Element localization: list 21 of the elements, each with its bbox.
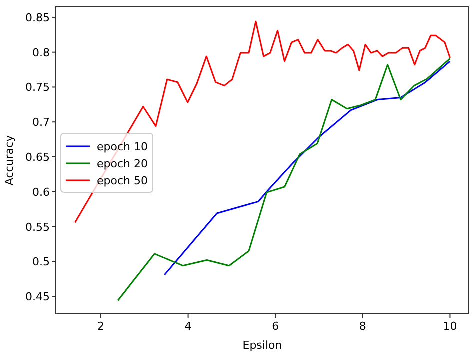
x-tick-label: 6 [272,320,280,333]
y-axis-title: Accuracy [3,134,16,186]
legend-label: epoch 20 [97,158,148,170]
x-axis-title: Epsilon [242,339,282,352]
x-tick-label: 4 [184,320,192,333]
line-series [164,60,451,276]
x-tick-label: 10 [443,320,458,333]
x-tick-label: 2 [97,320,104,333]
legend-label: epoch 10 [97,140,148,154]
y-tick-label: 0.65 [26,151,50,164]
y-tick-label: 0.6 [32,186,50,199]
line-series [74,20,451,224]
y-tick-label: 0.55 [26,220,50,234]
x-tick-label: 8 [359,320,366,333]
y-tick-label: 0.8 [32,46,50,60]
y-tick-label: 0.45 [26,290,50,304]
y-tick-label: 0.5 [32,256,50,269]
y-tick-label: 0.85 [26,11,50,24]
y-tick-label: 0.75 [26,81,50,94]
legend-label: epoch 50 [97,174,148,188]
y-tick-label: 0.7 [32,116,50,130]
